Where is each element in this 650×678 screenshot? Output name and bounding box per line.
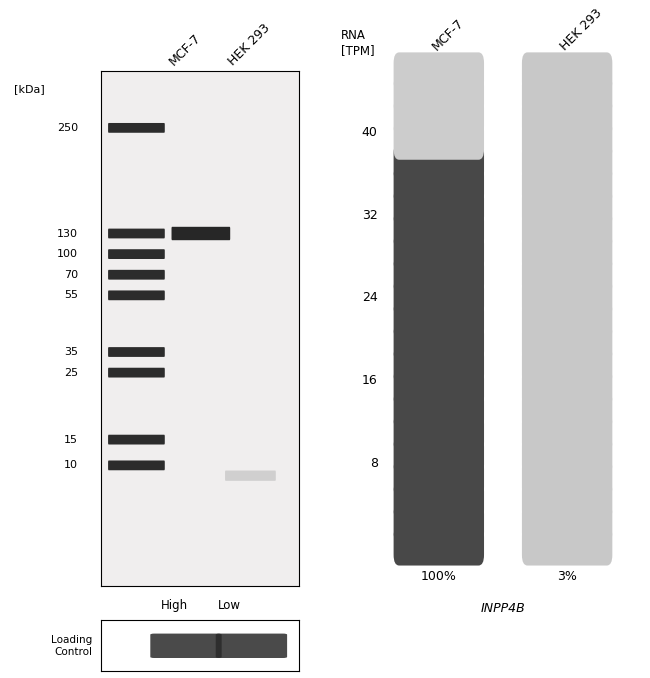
Text: RNA
[TPM]: RNA [TPM]: [341, 29, 374, 57]
FancyBboxPatch shape: [394, 503, 484, 543]
FancyBboxPatch shape: [522, 346, 612, 385]
Text: 10: 10: [64, 460, 78, 471]
Text: 70: 70: [64, 270, 78, 280]
Text: 15: 15: [64, 435, 78, 445]
Text: 32: 32: [362, 209, 378, 222]
FancyBboxPatch shape: [522, 120, 612, 160]
FancyBboxPatch shape: [108, 228, 165, 239]
FancyBboxPatch shape: [172, 227, 230, 240]
FancyBboxPatch shape: [394, 413, 484, 453]
FancyBboxPatch shape: [394, 435, 484, 475]
Text: 25: 25: [64, 367, 78, 378]
FancyBboxPatch shape: [108, 123, 165, 133]
FancyBboxPatch shape: [108, 270, 165, 279]
Text: MCF-7: MCF-7: [430, 16, 467, 53]
FancyBboxPatch shape: [522, 233, 612, 273]
Text: 24: 24: [362, 291, 378, 304]
FancyBboxPatch shape: [108, 250, 165, 259]
Text: [kDa]: [kDa]: [14, 84, 45, 94]
FancyBboxPatch shape: [394, 458, 484, 498]
FancyBboxPatch shape: [150, 633, 222, 658]
FancyBboxPatch shape: [522, 52, 612, 92]
Text: 40: 40: [362, 126, 378, 139]
Text: HEK 293: HEK 293: [226, 21, 273, 68]
FancyBboxPatch shape: [522, 435, 612, 475]
FancyBboxPatch shape: [522, 210, 612, 250]
FancyBboxPatch shape: [394, 526, 484, 565]
Text: INPP4B: INPP4B: [480, 602, 525, 616]
FancyBboxPatch shape: [108, 367, 165, 378]
FancyBboxPatch shape: [394, 368, 484, 407]
FancyBboxPatch shape: [522, 98, 612, 137]
FancyBboxPatch shape: [522, 391, 612, 431]
Text: 16: 16: [362, 374, 378, 387]
FancyBboxPatch shape: [108, 460, 165, 471]
Text: 8: 8: [370, 456, 378, 469]
FancyBboxPatch shape: [522, 481, 612, 521]
FancyBboxPatch shape: [522, 323, 612, 363]
Text: High: High: [161, 599, 188, 612]
FancyBboxPatch shape: [522, 142, 612, 182]
FancyBboxPatch shape: [394, 391, 484, 431]
FancyBboxPatch shape: [108, 290, 165, 300]
FancyBboxPatch shape: [522, 413, 612, 453]
Text: 35: 35: [64, 347, 78, 357]
FancyBboxPatch shape: [394, 165, 484, 205]
Text: 100%: 100%: [421, 570, 457, 582]
Text: MCF-7: MCF-7: [167, 31, 203, 68]
FancyBboxPatch shape: [394, 210, 484, 250]
Text: 100: 100: [57, 249, 78, 259]
Text: 3%: 3%: [557, 570, 577, 582]
FancyBboxPatch shape: [394, 52, 484, 92]
FancyBboxPatch shape: [108, 347, 165, 357]
FancyBboxPatch shape: [394, 188, 484, 227]
FancyBboxPatch shape: [394, 233, 484, 273]
FancyBboxPatch shape: [394, 142, 484, 182]
Text: 55: 55: [64, 290, 78, 300]
Text: Loading
Control: Loading Control: [51, 635, 92, 656]
FancyBboxPatch shape: [522, 278, 612, 317]
FancyBboxPatch shape: [522, 255, 612, 295]
FancyBboxPatch shape: [394, 481, 484, 521]
Text: 130: 130: [57, 228, 78, 239]
FancyBboxPatch shape: [522, 300, 612, 340]
FancyBboxPatch shape: [216, 633, 287, 658]
FancyBboxPatch shape: [394, 278, 484, 317]
Text: Low: Low: [218, 599, 241, 612]
FancyBboxPatch shape: [522, 503, 612, 543]
FancyBboxPatch shape: [394, 75, 484, 115]
FancyBboxPatch shape: [522, 165, 612, 205]
FancyBboxPatch shape: [522, 75, 612, 115]
FancyBboxPatch shape: [394, 300, 484, 340]
FancyBboxPatch shape: [522, 526, 612, 565]
FancyBboxPatch shape: [522, 368, 612, 407]
FancyBboxPatch shape: [108, 435, 165, 445]
FancyBboxPatch shape: [225, 471, 276, 481]
FancyBboxPatch shape: [394, 346, 484, 385]
FancyBboxPatch shape: [394, 323, 484, 363]
FancyBboxPatch shape: [394, 98, 484, 137]
Text: HEK 293: HEK 293: [558, 6, 605, 53]
FancyBboxPatch shape: [522, 458, 612, 498]
FancyBboxPatch shape: [522, 188, 612, 227]
Text: 250: 250: [57, 123, 78, 133]
FancyBboxPatch shape: [394, 120, 484, 160]
FancyBboxPatch shape: [394, 255, 484, 295]
